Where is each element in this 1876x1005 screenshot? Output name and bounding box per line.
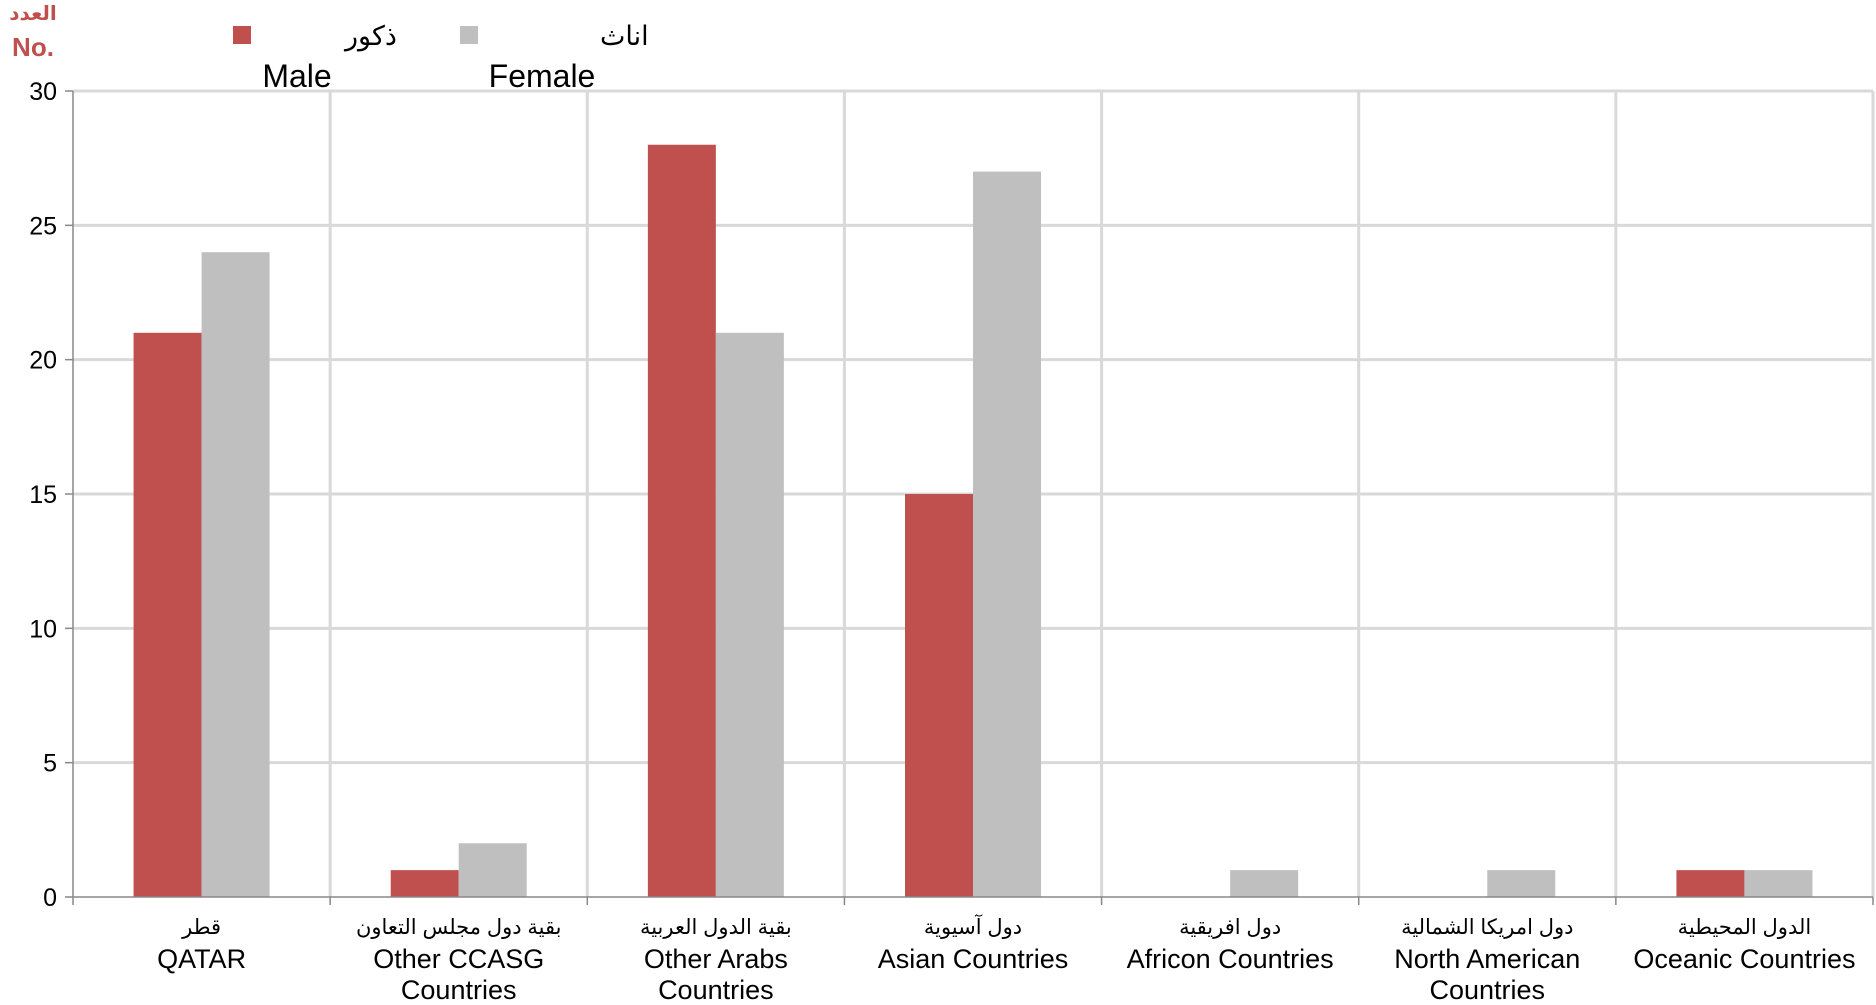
axes bbox=[65, 90, 1874, 905]
y-tick-label: 5 bbox=[43, 750, 57, 778]
bar-female bbox=[1230, 870, 1299, 897]
x-category-label-arabic: بقية الدول العربية bbox=[640, 916, 792, 939]
legend-label-male-arabic: ذكور bbox=[343, 21, 397, 52]
bar-male bbox=[1676, 870, 1745, 897]
bars bbox=[133, 144, 1813, 898]
x-category-label-arabic: بقية دول مجلس التعاون bbox=[356, 916, 562, 939]
legend-swatch-female bbox=[460, 26, 478, 44]
bar-female bbox=[973, 171, 1041, 898]
bar-male bbox=[905, 494, 973, 897]
bar-male bbox=[390, 870, 459, 897]
x-category-label-english: Other Arabs bbox=[644, 944, 788, 974]
y-tick-label: 25 bbox=[29, 212, 57, 240]
x-category-labels: قطر QATAR بقية دول مجلس التعاون Other CCASG… bbox=[157, 914, 1855, 1005]
x-category-label-english: Countries bbox=[401, 975, 517, 1005]
y-tick-label: 20 bbox=[29, 347, 57, 375]
x-category-label-english: Other CCASG bbox=[373, 944, 544, 974]
x-category-label-arabic: دول امريكا الشمالية bbox=[1401, 916, 1573, 939]
x-category-label-english: QATAR bbox=[157, 944, 246, 974]
y-tick-labels: 0 5 10 15 20 25 30 bbox=[29, 78, 57, 912]
bar-male bbox=[647, 144, 716, 897]
legend: ذكور Male اناث Female bbox=[233, 21, 649, 94]
y-axis-label-arabic: العدد bbox=[9, 3, 56, 25]
x-category-label-arabic: دول افريقية bbox=[1179, 916, 1281, 939]
bar-female bbox=[715, 332, 784, 897]
x-category-label-arabic: قطر bbox=[181, 916, 221, 939]
x-category-label-english: North American bbox=[1394, 944, 1580, 974]
x-category-label-arabic: الدول المحيطية bbox=[1678, 916, 1812, 939]
x-category-label-english: Oceanic Countries bbox=[1633, 944, 1855, 974]
x-category-label-english: Asian Countries bbox=[878, 944, 1069, 974]
legend-label-female-arabic: اناث bbox=[600, 21, 649, 51]
bar-male bbox=[133, 332, 202, 897]
x-category-label-english: Africon Countries bbox=[1127, 944, 1334, 974]
bar-female bbox=[1744, 870, 1813, 897]
y-tick-label: 30 bbox=[29, 78, 57, 106]
y-axis-label-english: No. bbox=[12, 32, 54, 62]
bar-female bbox=[201, 252, 270, 897]
bar-female bbox=[458, 843, 527, 897]
x-category-label-arabic: دول آسيوية bbox=[924, 914, 1022, 939]
bar-female bbox=[1487, 870, 1556, 897]
legend-label-female-english: Female bbox=[489, 58, 596, 94]
y-tick-label: 15 bbox=[29, 481, 57, 509]
x-category-label-english: Countries bbox=[658, 975, 774, 1005]
legend-label-male-english: Male bbox=[262, 58, 331, 94]
x-category-label-english: Countries bbox=[1430, 975, 1546, 1005]
y-tick-label: 10 bbox=[29, 615, 57, 643]
y-tick-label: 0 bbox=[43, 884, 57, 912]
legend-swatch-male bbox=[233, 26, 251, 44]
